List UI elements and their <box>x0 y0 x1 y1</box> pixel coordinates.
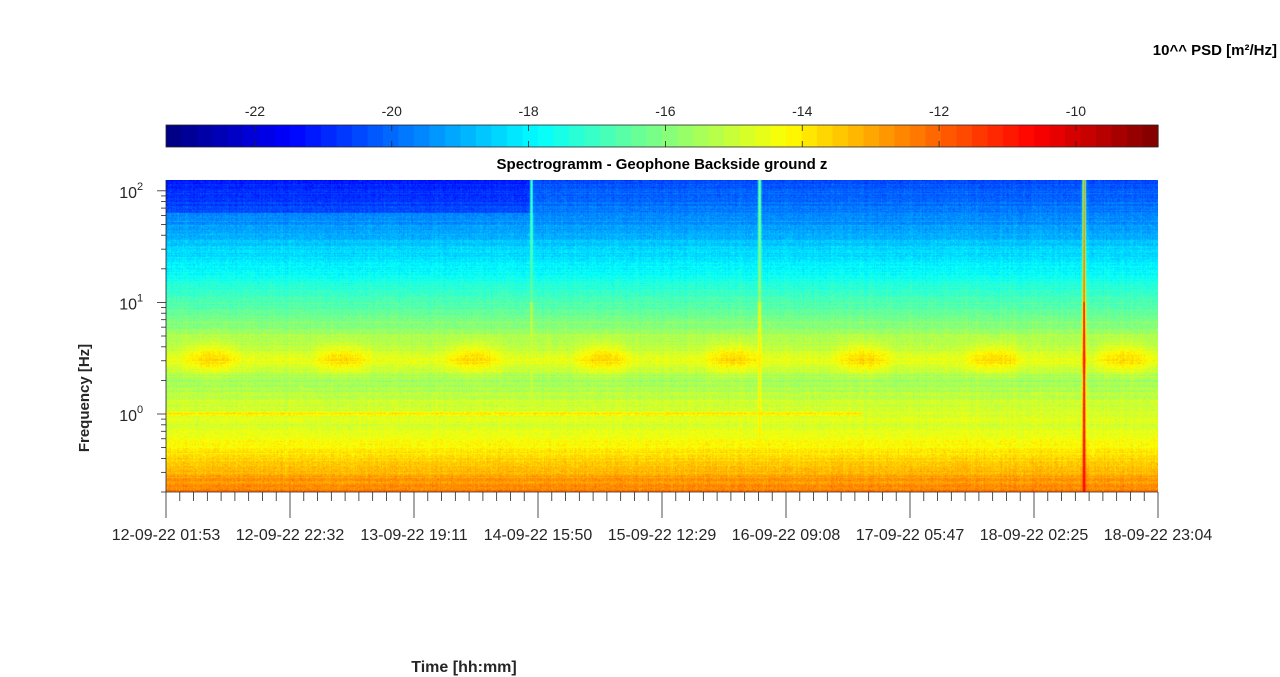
colorbar-segment <box>693 125 710 147</box>
colorbar-segment <box>352 125 369 147</box>
colorbar-segment <box>445 125 462 147</box>
colorbar-segment <box>972 125 989 147</box>
colorbar-segment <box>848 125 865 147</box>
colorbar-segment <box>925 125 942 147</box>
colorbar-segment <box>429 125 446 147</box>
colorbar-segment <box>414 125 431 147</box>
y-tick-label: 10 <box>119 296 137 313</box>
colorbar-segment <box>460 125 477 147</box>
colorbar-segment <box>538 125 555 147</box>
colorbar-segment <box>646 125 663 147</box>
colorbar-segment <box>956 125 973 147</box>
y-tick-exponent: 0 <box>137 404 143 416</box>
colorbar-ticks: -22 -20 -18 -16 -14 -12 -10 <box>245 103 1086 147</box>
colorbar-segment <box>197 125 214 147</box>
colorbar-segment <box>569 125 586 147</box>
colorbar-segment <box>166 125 183 147</box>
colorbar-segment <box>259 125 276 147</box>
colorbar-segment <box>879 125 896 147</box>
x-tick-label: 12-09-22 22:32 <box>236 527 345 544</box>
colorbar-segment <box>1049 125 1066 147</box>
colorbar-segment <box>600 125 617 147</box>
colorbar-segment <box>894 125 911 147</box>
x-axis-label: Time [hh:mm] <box>411 659 516 676</box>
colorbar-segment <box>724 125 741 147</box>
colorbar-segment <box>1127 125 1144 147</box>
colorbar-tick-label: -10 <box>1066 103 1086 119</box>
colorbar-segment <box>584 125 601 147</box>
colorbar-segment <box>367 125 384 147</box>
colorbar-segment <box>522 125 539 147</box>
x-tick-label: 18-09-22 23:04 <box>1104 527 1213 544</box>
colorbar-segment <box>801 125 818 147</box>
colorbar-label: 10^^ PSD [m²/Hz] <box>1153 42 1277 59</box>
colorbar-tick-label: -14 <box>792 103 812 119</box>
colorbar-segment <box>941 125 958 147</box>
colorbar-segment <box>507 125 524 147</box>
colorbar-segment <box>321 125 338 147</box>
x-tick-label: 14-09-22 15:50 <box>484 527 593 544</box>
chart-title: Spectrogramm - Geophone Backside ground … <box>497 156 828 173</box>
x-axis: 12-09-22 01:53 12-09-22 22:32 13-09-22 19:… <box>112 491 1213 544</box>
colorbar-segment <box>677 125 694 147</box>
colorbar-segment <box>1096 125 1113 147</box>
x-tick-label: 17-09-22 05:47 <box>856 527 965 544</box>
y-tick-exponent: 2 <box>137 181 143 193</box>
x-tick-label: 13-09-22 19:11 <box>360 527 467 544</box>
x-tick-label: 15-09-22 12:29 <box>608 527 717 544</box>
plot-area <box>166 180 1158 492</box>
colorbar-tick-label: -18 <box>518 103 538 119</box>
colorbar-segment <box>274 125 291 147</box>
colorbar-segment <box>1018 125 1035 147</box>
colorbar-segment <box>631 125 648 147</box>
colorbar-segment <box>553 125 570 147</box>
y-axis-label: Frequency [Hz] <box>76 344 93 452</box>
colorbar-segment <box>491 125 508 147</box>
colorbar-segment <box>770 125 787 147</box>
x-tick-label: 16-09-22 09:08 <box>732 527 841 544</box>
spectrogram-heatmap <box>166 180 1158 492</box>
colorbar-segment <box>398 125 415 147</box>
colorbar-segment <box>1080 125 1097 147</box>
colorbar-segment <box>1034 125 1051 147</box>
x-tick-label: 18-09-22 02:25 <box>980 527 1089 544</box>
colorbar-segment <box>476 125 493 147</box>
colorbar-segment <box>755 125 772 147</box>
colorbar <box>165 124 1159 148</box>
colorbar-tick-label: -22 <box>245 103 265 119</box>
colorbar-tick-label: -16 <box>655 103 675 119</box>
colorbar-segment <box>181 125 198 147</box>
colorbar-segment <box>228 125 245 147</box>
y-tick-label: 10 <box>119 408 137 425</box>
colorbar-segment <box>662 125 679 147</box>
y-tick-label: 10 <box>119 185 137 202</box>
colorbar-segment <box>739 125 756 147</box>
colorbar-segment <box>1065 125 1082 147</box>
colorbar-segment <box>1003 125 1020 147</box>
colorbar-tick-label: -12 <box>929 103 949 119</box>
colorbar-segment <box>290 125 307 147</box>
colorbar-segment <box>708 125 725 147</box>
colorbar-segment <box>336 125 353 147</box>
x-tick-label: 12-09-22 01:53 <box>112 527 221 544</box>
colorbar-segment <box>786 125 803 147</box>
colorbar-segment <box>863 125 880 147</box>
colorbar-frame <box>165 124 1159 148</box>
y-tick-exponent: 1 <box>137 292 143 304</box>
colorbar-segment <box>1111 125 1128 147</box>
colorbar-segment <box>817 125 834 147</box>
colorbar-segment <box>832 125 849 147</box>
colorbar-segment <box>243 125 260 147</box>
colorbar-segment <box>1142 125 1159 147</box>
colorbar-segment <box>615 125 632 147</box>
colorbar-segment <box>212 125 229 147</box>
colorbar-segment <box>910 125 927 147</box>
colorbar-segment <box>383 125 400 147</box>
colorbar-segment <box>987 125 1004 147</box>
colorbar-tick-label: -20 <box>382 103 402 119</box>
colorbar-segment <box>305 125 322 147</box>
